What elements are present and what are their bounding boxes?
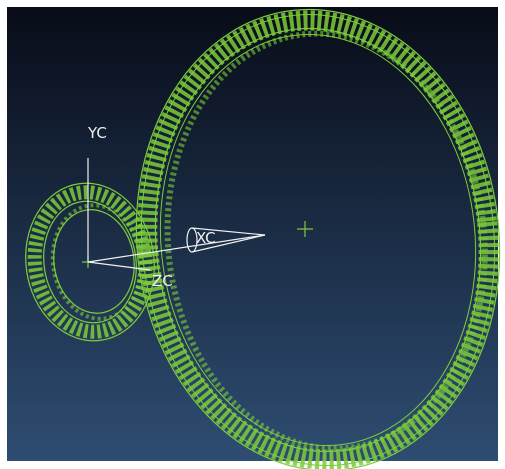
axis-triad [87, 158, 266, 271]
large-gear [135, 8, 501, 469]
axis-label-x: XC [196, 229, 216, 247]
axis-label-y: YC [87, 124, 107, 142]
small-gear [25, 182, 155, 342]
axis-label-z: ZC [152, 272, 173, 290]
